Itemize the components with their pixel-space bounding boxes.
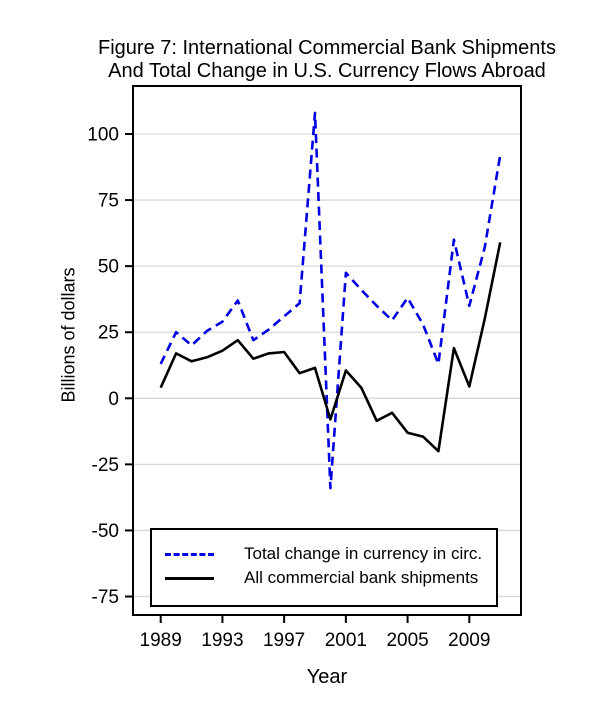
chart-title-line1: Figure 7: International Commercial Bank …: [98, 37, 556, 59]
y-tick-label: 0: [108, 389, 119, 410]
y-tick-label: -25: [92, 455, 119, 476]
x-tick-label: 2009: [448, 630, 490, 651]
x-tick-label: 2001: [325, 630, 367, 651]
x-tick-label: 1997: [263, 630, 305, 651]
y-tick-label: 50: [98, 257, 119, 278]
plot-border-rect: [132, 85, 522, 616]
legend-item-bank-shipments: All commercial bank shipments: [152, 566, 496, 590]
series-line-bank-shipments: [159, 242, 502, 453]
axis-tick-labels: 100 75 50 25 0 -25 -50 -75 1989 1993 1997 2001 2005 2…: [87, 125, 490, 652]
axis-ticks: [125, 133, 471, 623]
y-tick-label: 100: [87, 125, 119, 146]
series-line-currency-in-circ: [159, 111, 502, 490]
legend-box: Total change in currency in circ. All co…: [150, 528, 498, 607]
y-tick-label: 25: [98, 323, 119, 344]
chart-title: Figure 7: International Commercial Bank …: [27, 37, 600, 83]
x-tick-label: 1989: [140, 630, 182, 651]
x-tick-label: 1993: [201, 630, 243, 651]
legend-label: All commercial bank shipments: [244, 568, 479, 587]
legend-item-currency-in-circ: Total change in currency in circ.: [152, 542, 496, 566]
data-series: [159, 111, 502, 490]
chart-title-line2: And Total Change in U.S. Currency Flows …: [108, 60, 546, 82]
y-tick-label: -75: [92, 587, 119, 608]
dashed-line-sample-icon: [165, 552, 214, 556]
legend-label: Total change in currency in circ.: [244, 544, 483, 563]
plot-border: [132, 85, 522, 616]
y-tick-label: 75: [98, 191, 119, 212]
x-tick-label: 2005: [386, 630, 428, 651]
x-axis-title: Year: [306, 666, 348, 688]
y-tick-label: -50: [92, 521, 119, 542]
solid-line-sample-icon: [165, 576, 214, 580]
